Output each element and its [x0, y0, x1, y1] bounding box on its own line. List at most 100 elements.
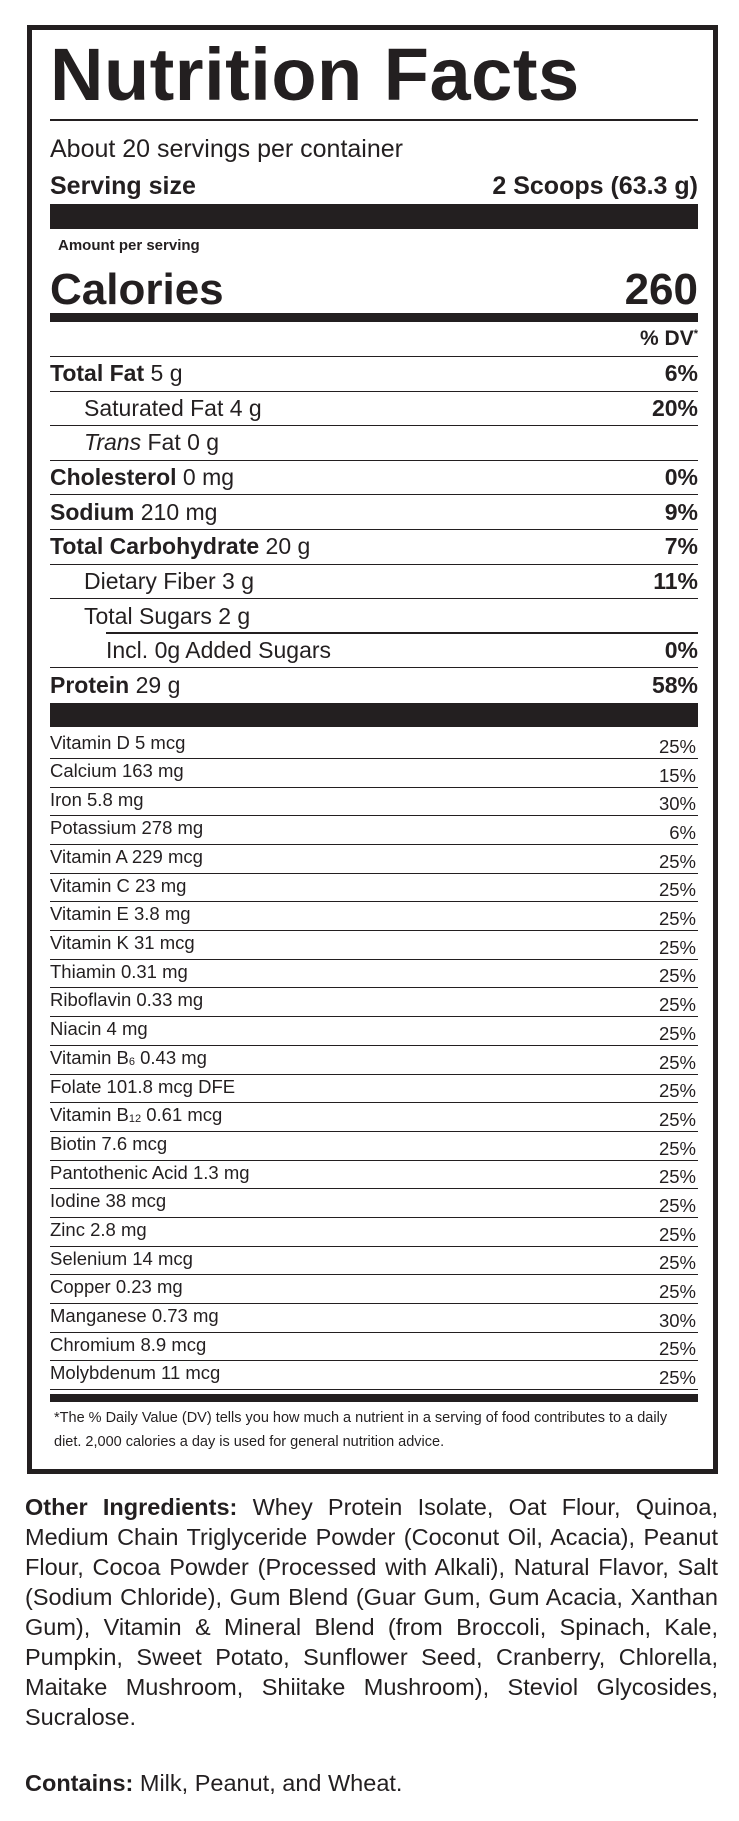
nutrient-name-rest: Fat — [147, 429, 181, 456]
nutrient-name: Sodium — [50, 498, 135, 525]
medium-divider — [50, 313, 698, 322]
other-ingredients-label: Other Ingredients: — [25, 1494, 238, 1520]
vitamin-subscript: 12 — [128, 1113, 142, 1126]
vitamin-label: Niacin 4 mg — [50, 1018, 148, 1040]
nutrient-name: Total Sugars — [84, 602, 212, 629]
nutrient-amount: 2 g — [218, 602, 251, 629]
vitamin-dv: 25% — [658, 1108, 696, 1130]
vitamin-label: Chromium 8.9 mcg — [50, 1333, 207, 1355]
vitamin-row: Folate 101.8 mcg DFE 25% — [50, 1075, 698, 1104]
nutrient-name: Trans — [84, 429, 142, 456]
vitamin-dv: 25% — [658, 1051, 696, 1073]
nutrient-row-added-sugars: Incl. 0g Added Sugars 0% — [50, 634, 698, 669]
vitamin-mineral-list: Vitamin D 5 mcg 25% Calcium 163 mg 15% Iron … — [50, 727, 698, 1391]
nutrient-dv: 9% — [664, 498, 698, 525]
vitamin-name: Vitamin B — [50, 1046, 129, 1068]
vitamin-row: Calcium 163 mg 15% — [50, 759, 698, 788]
calories-value: 260 — [624, 265, 698, 314]
dv-header-label: % DV — [640, 327, 694, 350]
vitamin-dv: 15% — [658, 764, 696, 786]
vitamin-label: Selenium 14 mcg — [50, 1247, 193, 1269]
vitamin-label: Copper 0.23 mg — [50, 1276, 183, 1298]
vitamin-dv: 30% — [658, 793, 696, 815]
nutrient-dv: 20% — [651, 394, 698, 421]
vitamin-dv: 25% — [658, 1194, 696, 1216]
vitamin-label: Vitamin B12 0.61 mcg — [50, 1103, 222, 1126]
nutrient-row-dietary-fiber: Dietary Fiber 3 g 11% — [50, 565, 698, 600]
vitamin-row: Biotin 7.6 mcg 25% — [50, 1132, 698, 1161]
nutrient-dv: 0% — [664, 464, 698, 491]
nutrient-row-total-carbohydrate: Total Carbohydrate 20 g 7% — [50, 530, 698, 565]
vitamin-dv: 25% — [658, 1281, 696, 1302]
nutrient-dv: 0% — [664, 637, 698, 664]
vitamin-dv: 25% — [658, 879, 696, 901]
nutrient-amount: 4 g — [229, 394, 262, 421]
vitamin-subscript: 6 — [128, 1055, 135, 1068]
vitamin-label: Calcium 163 mg — [50, 759, 184, 781]
nutrient-dv: 11% — [653, 567, 698, 594]
footnote-divider — [50, 1394, 698, 1403]
vitamin-dv: 25% — [658, 1022, 696, 1044]
vitamin-amount: 0.43 mg — [134, 1046, 207, 1068]
vitamin-row: Chromium 8.9 mcg 25% — [50, 1333, 698, 1362]
vitamin-label: Riboflavin 0.33 mg — [50, 989, 204, 1011]
nutrient-name: Total Fat — [50, 360, 145, 387]
vitamin-row: Molybdenum 11 mcg 25% — [50, 1361, 698, 1391]
vitamin-dv: 25% — [658, 1223, 696, 1245]
vitamin-label: Pantothenic Acid 1.3 mg — [50, 1161, 250, 1183]
vitamin-row: Vitamin A 229 mcg 25% — [50, 845, 698, 874]
vitamin-dv: 25% — [658, 1338, 696, 1360]
vitamin-dv: 25% — [658, 850, 696, 872]
nutrient-amount: 0 mg — [182, 464, 235, 491]
nutrient-name: Dietary Fiber — [84, 567, 216, 594]
other-ingredients: Other Ingredients: Whey Protein Isolate,… — [25, 1492, 718, 1732]
vitamin-dv: 25% — [658, 1080, 696, 1102]
thick-divider — [50, 702, 698, 727]
panel-title: Nutrition Facts — [50, 30, 698, 121]
indented-divider — [106, 632, 698, 634]
vitamin-row: Selenium 14 mcg 25% — [50, 1247, 698, 1276]
vitamin-label: Folate 101.8 mcg DFE — [50, 1075, 236, 1097]
vitamin-label: Manganese 0.73 mg — [50, 1305, 219, 1326]
vitamin-label: Potassium 278 mg — [50, 817, 204, 839]
nutrient-row-saturated-fat: Saturated Fat 4 g 20% — [50, 392, 698, 427]
nutrient-row-total-fat: Total Fat 5 g 6% — [50, 357, 698, 392]
nutrition-facts-panel: Nutrition Facts About 20 servings per co… — [27, 25, 718, 1474]
servings-per-container: About 20 servings per container — [50, 134, 403, 163]
dv-header: % DV* — [50, 322, 698, 357]
nutrient-row-trans-fat: Trans Fat 0 g — [50, 426, 698, 461]
vitamin-dv: 25% — [658, 1166, 696, 1188]
vitamin-dv: 25% — [658, 735, 696, 757]
vitamin-dv: 6% — [669, 822, 696, 843]
vitamin-row: Vitamin E 3.8 mg 25% — [50, 902, 698, 932]
nutrient-row-cholesterol: Cholesterol 0 mg 0% — [50, 461, 698, 496]
vitamin-row: Vitamin D 5 mcg 25% — [50, 727, 698, 759]
nutrient-name: Total Carbohydrate — [50, 533, 260, 560]
vitamin-dv: 25% — [658, 908, 696, 930]
vitamin-row: Vitamin B6 0.43 mg 25% — [50, 1046, 698, 1075]
vitamin-label: Iron 5.8 mg — [50, 788, 144, 810]
vitamin-row: Potassium 278 mg 6% — [50, 816, 698, 845]
vitamin-dv: 30% — [658, 1309, 696, 1331]
serving-size-row: Serving size 2 Scoops (63.3 g) — [50, 169, 698, 204]
vitamin-label: Vitamin B6 0.43 mg — [50, 1046, 207, 1069]
vitamin-label: Biotin 7.6 mcg — [50, 1132, 168, 1154]
serving-size-value: 2 Scoops (63.3 g) — [492, 172, 698, 200]
vitamin-row: Pantothenic Acid 1.3 mg 25% — [50, 1161, 698, 1190]
nutrient-amount: 5 g — [150, 360, 183, 387]
dv-footnote: *The % Daily Value (DV) tells you how mu… — [54, 1410, 668, 1451]
contains-text: Milk, Peanut, and Wheat. — [139, 1770, 403, 1796]
vitamin-dv: 25% — [658, 965, 696, 987]
vitamin-row: Riboflavin 0.33 mg 25% — [50, 988, 698, 1018]
vitamin-label: Thiamin 0.31 mg — [50, 960, 188, 982]
nutrient-name: Incl. 0g Added Sugars — [106, 637, 332, 664]
vitamin-dv: 25% — [658, 1137, 696, 1159]
nutrient-name: Saturated Fat — [84, 394, 224, 421]
vitamin-label: Zinc 2.8 mg — [50, 1218, 147, 1240]
vitamin-dv: 25% — [658, 994, 696, 1016]
nutrient-name: Cholesterol — [50, 464, 177, 491]
nutrient-dv: 7% — [664, 533, 698, 560]
vitamin-row: Thiamin 0.31 mg 25% — [50, 960, 698, 989]
vitamin-row: Vitamin B12 0.61 mcg 25% — [50, 1103, 698, 1132]
vitamin-dv: 25% — [658, 1252, 696, 1274]
